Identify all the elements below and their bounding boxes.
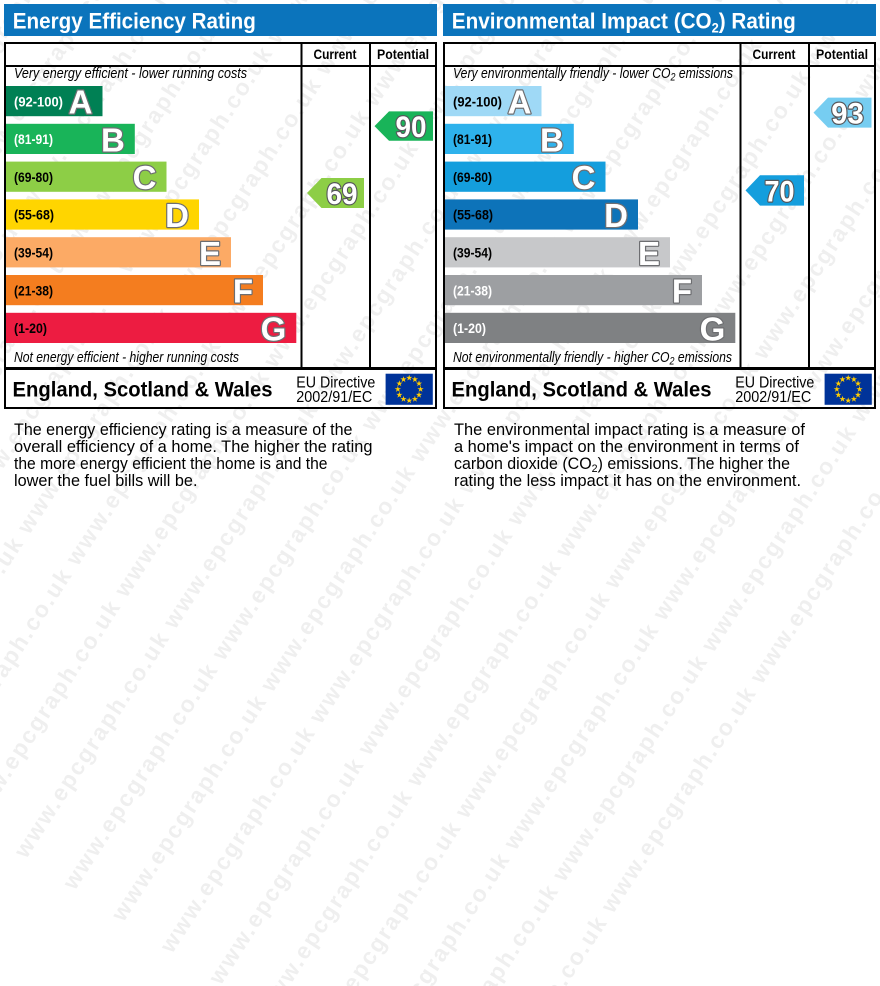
- svg-text:the more energy efficient the: the more energy efficient the home is an…: [14, 455, 328, 473]
- svg-text:England, Scotland & Wales: England, Scotland & Wales: [13, 379, 273, 402]
- svg-text:C: C: [133, 159, 157, 196]
- svg-text:2002/91/EC: 2002/91/EC: [735, 389, 811, 406]
- svg-text:B: B: [540, 121, 564, 158]
- svg-text:90: 90: [396, 111, 427, 144]
- svg-text:(92-100): (92-100): [14, 93, 63, 109]
- svg-text:(55-68): (55-68): [14, 207, 54, 223]
- svg-text:(81-91): (81-91): [453, 131, 492, 147]
- svg-text:overall efficiency of a home.: overall efficiency of a home. The higher…: [14, 438, 373, 456]
- svg-text:F: F: [672, 273, 692, 310]
- svg-text:Energy Efficiency Rating: Energy Efficiency Rating: [13, 9, 256, 34]
- svg-text:D: D: [165, 197, 189, 234]
- svg-text:The energy efficiency rating i: The energy efficiency rating is a measur…: [14, 421, 353, 439]
- svg-text:Current: Current: [753, 47, 796, 62]
- svg-text:E: E: [638, 235, 660, 272]
- svg-text:A: A: [508, 84, 532, 121]
- svg-text:The environmental impact ratin: The environmental impact rating is a mea…: [454, 421, 805, 439]
- svg-text:Potential: Potential: [377, 47, 429, 62]
- svg-text:G: G: [261, 310, 287, 347]
- svg-text:Potential: Potential: [816, 47, 868, 62]
- svg-text:EU Directive: EU Directive: [735, 374, 814, 391]
- svg-text:A: A: [69, 84, 93, 121]
- svg-text:69: 69: [327, 178, 358, 211]
- svg-text:a home's impact on the environ: a home's impact on the environment in te…: [454, 438, 799, 456]
- svg-text:(69-80): (69-80): [14, 169, 53, 185]
- svg-text:F: F: [233, 273, 253, 310]
- svg-text:rating the less impact it has: rating the less impact it has on the env…: [454, 472, 801, 490]
- svg-text:Not environmentally friendly -: Not environmentally friendly - higher CO…: [453, 349, 732, 368]
- svg-text:carbon dioxide (CO2) emissions: carbon dioxide (CO2) emissions. The high…: [454, 455, 790, 475]
- svg-text:Current: Current: [314, 47, 357, 62]
- svg-text:(69-80): (69-80): [453, 169, 492, 185]
- svg-text:(1-20): (1-20): [14, 320, 47, 336]
- svg-text:(1-20): (1-20): [453, 320, 486, 336]
- svg-text:EU Directive: EU Directive: [296, 374, 375, 391]
- svg-text:(55-68): (55-68): [453, 207, 493, 223]
- svg-text:(21-38): (21-38): [453, 282, 492, 298]
- svg-text:Not energy efficient - higher: Not energy efficient - higher running co…: [14, 349, 239, 366]
- svg-text:G: G: [700, 310, 726, 347]
- svg-text:(39-54): (39-54): [453, 245, 492, 261]
- svg-text:lower the fuel bills will be.: lower the fuel bills will be.: [14, 472, 198, 490]
- svg-text:C: C: [572, 159, 596, 196]
- svg-text:B: B: [101, 121, 125, 158]
- svg-text:(81-91): (81-91): [14, 131, 53, 147]
- svg-text:E: E: [199, 235, 221, 272]
- svg-text:70: 70: [765, 176, 795, 209]
- svg-text:Very environmentally friendly: Very environmentally friendly - lower CO…: [453, 65, 733, 84]
- svg-text:93: 93: [831, 98, 864, 131]
- svg-text:D: D: [604, 197, 628, 234]
- svg-text:(92-100): (92-100): [453, 93, 502, 109]
- svg-text:Very energy efficient - lower: Very energy efficient - lower running co…: [14, 65, 247, 82]
- svg-text:2002/91/EC: 2002/91/EC: [296, 389, 372, 406]
- svg-text:(39-54): (39-54): [14, 245, 53, 261]
- svg-text:(21-38): (21-38): [14, 282, 53, 298]
- svg-text:Environmental Impact (CO2) Rat: Environmental Impact (CO2) Rating: [452, 9, 796, 36]
- svg-text:England, Scotland & Wales: England, Scotland & Wales: [452, 379, 712, 402]
